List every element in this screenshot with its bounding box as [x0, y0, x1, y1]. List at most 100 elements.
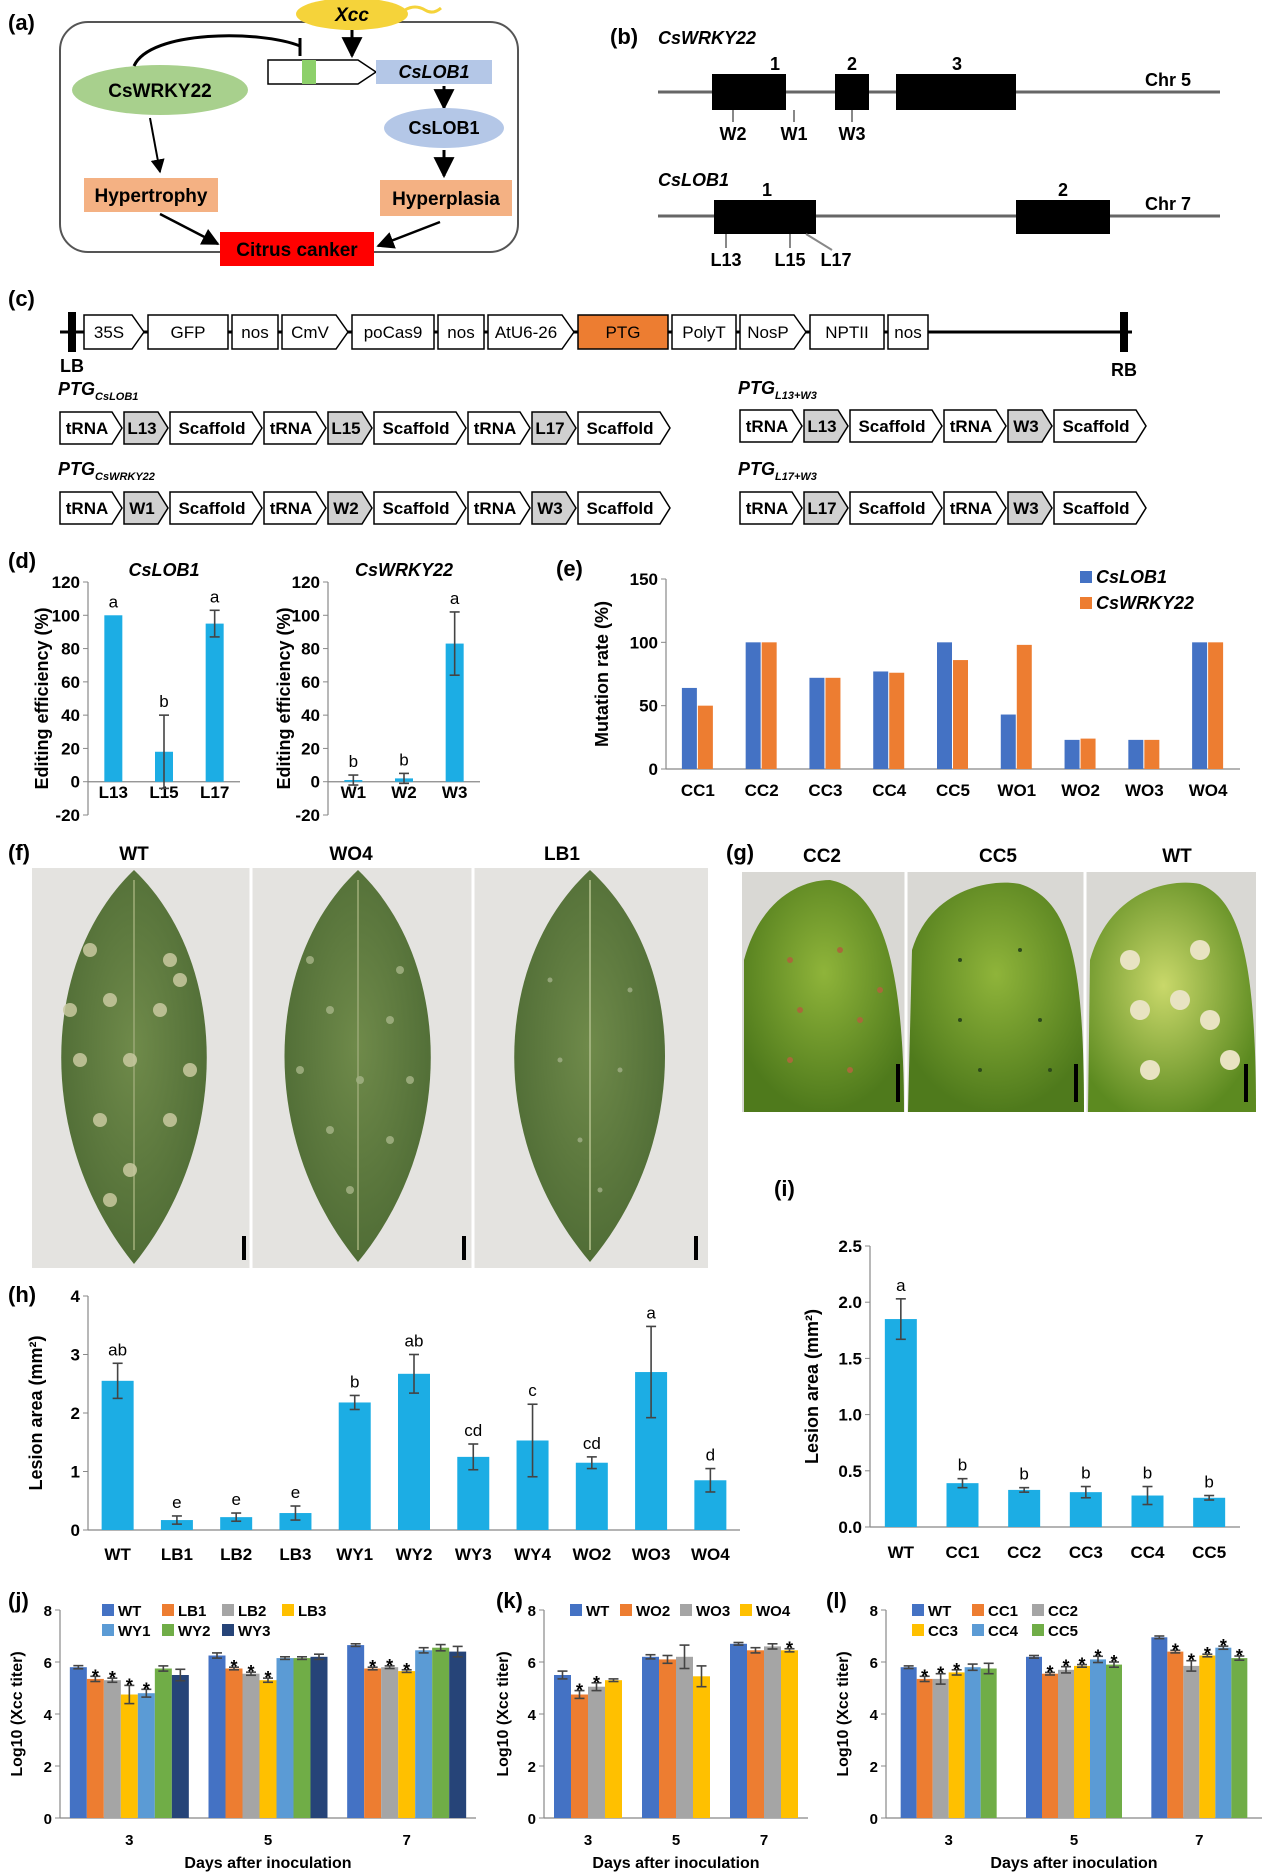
gene2-exon-label-1: 1 [762, 180, 772, 200]
lesion-spot [1048, 1068, 1052, 1072]
y-tick-label: 40 [301, 706, 320, 725]
lesion-spot [326, 1126, 334, 1134]
x-tick-label: WO2 [572, 1545, 611, 1564]
legend-swatch [1032, 1604, 1044, 1616]
x-tick-label: CC5 [1192, 1543, 1226, 1562]
significance-star: * [937, 1664, 944, 1684]
ptg-unit-label: Scaffold [858, 499, 925, 518]
bar [1167, 1651, 1184, 1818]
gene1-exon-label-2: 2 [847, 54, 857, 74]
ptg-construct-title: PTGCsLOB1 [58, 379, 138, 403]
y-tick-label: 0 [311, 773, 320, 792]
x-tick-label: WO3 [632, 1545, 671, 1564]
legend-label: CsLOB1 [1096, 567, 1167, 587]
lesion-spot [1120, 950, 1140, 970]
ptg-construct-subscript: CsWRKY22 [95, 471, 155, 483]
legend-swatch [1080, 597, 1092, 609]
significance-letter: b [159, 692, 168, 711]
significance-letter: a [109, 592, 119, 611]
hypertrophy-to-canker-arrow [159, 212, 220, 246]
ptg-unit-label: W1 [129, 499, 155, 518]
x-tick-label: WO1 [997, 781, 1036, 800]
bar [953, 660, 968, 769]
panel-c: (c) LB RB 35S GFP nos CmV poCas9 nos AtU6-26 PT… [8, 286, 1147, 525]
significance-letter: ab [405, 1332, 424, 1351]
panel-label-h: (h) [8, 1282, 36, 1307]
xcc-flagellum [404, 5, 442, 14]
lb-label: LB [60, 356, 84, 376]
ptg-unit-shape [59, 411, 123, 445]
ptg-unit-label: W2 [333, 499, 359, 518]
significance-star: * [403, 1660, 410, 1680]
lesion-spot [386, 1016, 394, 1024]
bar [575, 1462, 608, 1530]
significance-letter: e [291, 1483, 300, 1502]
x-tick-label: WO4 [691, 1545, 730, 1564]
significance-star: * [953, 1660, 960, 1680]
panel-label-f: (f) [8, 840, 30, 865]
ptg-unit-shape [1053, 409, 1147, 443]
bar [884, 1319, 917, 1527]
gene1-exon-3 [896, 74, 1016, 110]
significance-star: * [264, 1668, 271, 1688]
legend-label: WY3 [238, 1623, 271, 1640]
significance-letter: a [450, 589, 460, 608]
ptg-unit-shape [169, 491, 263, 525]
bar [338, 1402, 371, 1530]
lob-protein-label: CsLOB1 [408, 118, 479, 138]
f-scalebar-1 [242, 1236, 246, 1260]
significance-star: * [921, 1666, 928, 1686]
lesion-spot [63, 1003, 77, 1017]
bar [980, 1668, 997, 1818]
panel-f: (f) WT WO4 LB1 [8, 840, 708, 1268]
legend-swatch [1032, 1624, 1044, 1636]
vector-element-label: nos [447, 323, 474, 342]
ptg-unit-shape [739, 409, 803, 443]
significance-star: * [1078, 1655, 1085, 1675]
y-tick-label: 3 [71, 1346, 80, 1365]
ptg-unit-shape [803, 491, 849, 525]
bar [764, 1646, 781, 1818]
bar [1026, 1656, 1042, 1818]
bar [1074, 1665, 1090, 1818]
x-axis-title: Days after inoculation [592, 1855, 759, 1872]
ptg-unit-label: L15 [331, 419, 360, 438]
y-tick-label: 1.5 [838, 1349, 862, 1368]
legend-swatch [972, 1624, 984, 1636]
legend-label: LB2 [238, 1603, 266, 1620]
y-tick-label: 4 [528, 1707, 537, 1724]
bar [948, 1672, 965, 1818]
y-axis-title: Log10 (Xcc titer) [495, 1651, 512, 1776]
bar [1000, 714, 1016, 769]
significance-letter: b [1143, 1464, 1152, 1483]
y-axis-title: Lesion area (mm²) [26, 1335, 46, 1490]
ptg-unit-label: L17 [535, 419, 564, 438]
y-tick-label: 1 [71, 1463, 80, 1482]
significance-star: * [386, 1656, 393, 1676]
bar [1208, 642, 1224, 769]
ptg-construct-subscript: CsLOB1 [95, 391, 138, 403]
vector-element-shape [809, 314, 885, 350]
bar [69, 1667, 87, 1818]
lesion-spot [577, 1137, 583, 1143]
y-tick-label: 0.0 [838, 1518, 862, 1537]
significance-letter: cd [464, 1421, 482, 1440]
x-tick-label: 3 [584, 1832, 592, 1849]
bar [398, 1373, 430, 1530]
g-title-wt: WT [1162, 846, 1192, 867]
lesion-spot [847, 1067, 853, 1073]
legend-swatch [740, 1604, 752, 1616]
y-tick-label: 100 [292, 606, 320, 625]
ptg-unit-shape [531, 411, 577, 445]
x-tick-label: CC1 [945, 1543, 979, 1562]
legend-label: CC2 [1048, 1603, 1078, 1620]
lesion-spot [797, 1007, 803, 1013]
legend-swatch [570, 1604, 582, 1616]
bar [208, 1655, 226, 1818]
legend-label: CC4 [988, 1623, 1019, 1640]
ptg-unit-label: Scaffold [1062, 499, 1129, 518]
ptg-unit-label: L17 [807, 499, 836, 518]
g-title-cc5: CC5 [979, 846, 1017, 867]
y-tick-label: 6 [870, 1655, 878, 1672]
lesion-spot [787, 1057, 793, 1063]
